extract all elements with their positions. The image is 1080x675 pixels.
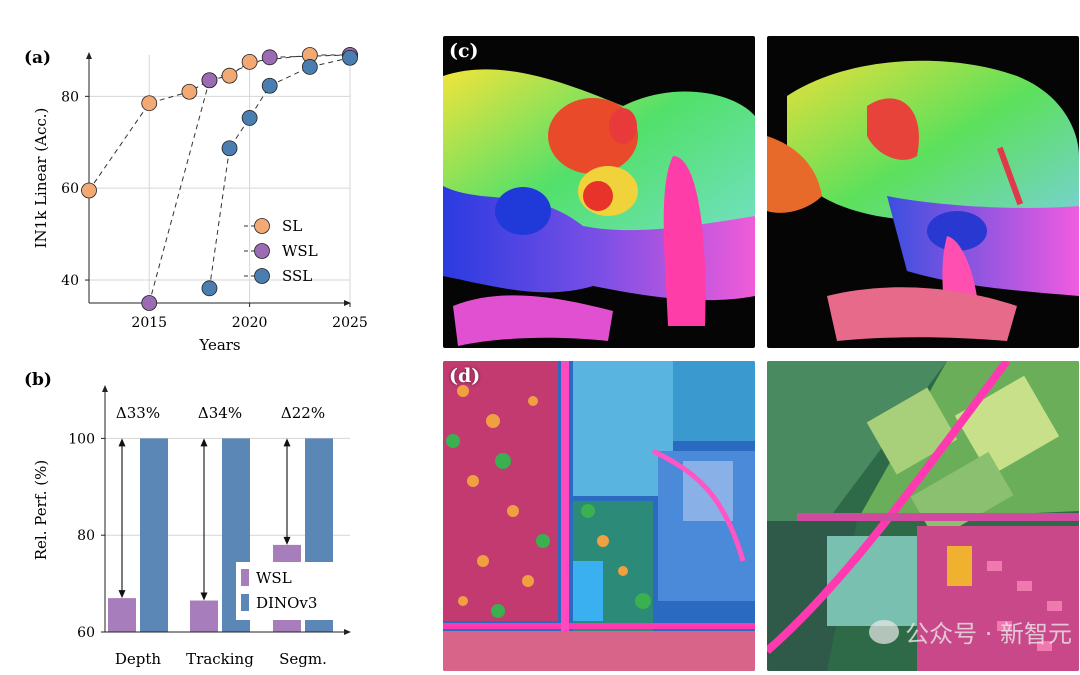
chart-a-point-sl <box>221 67 238 84</box>
panel-label-a: (a) <box>24 48 51 68</box>
chart-a-line-sl <box>88 54 350 191</box>
cat-feature-map-left-art <box>443 36 755 348</box>
chart-b-ticks: 60 80 100 Depth Tracking Segm. <box>68 431 327 668</box>
panel-label-c: (c) <box>449 40 479 62</box>
chart-a-ytick-label: 80 <box>61 89 79 105</box>
chart-b-annotations: Δ33% Δ34% Δ22% <box>116 404 325 601</box>
chart-a-x-axis-arrow <box>344 300 351 306</box>
chart-b-bar-wsl <box>108 598 136 632</box>
chart-b-ytick-label: 60 <box>77 625 95 641</box>
chart-b-category-label: Tracking <box>186 650 254 668</box>
chart-a-legend-label: SSL <box>282 267 312 285</box>
chart-b-legend-label: DINOv3 <box>256 594 317 612</box>
chart-a-line-ssl <box>208 57 351 289</box>
watermark: 公众号 · 新智元 <box>869 614 1072 649</box>
chart-b-delta-arrowhead-bottom <box>118 590 126 599</box>
panel-label-b: (b) <box>24 370 52 390</box>
chart-a-ticks: 2015 2020 2025 40 60 80 <box>61 89 368 331</box>
chart-b-legend-box <box>236 562 336 620</box>
chart-a-point-ssl <box>221 140 238 157</box>
cat-feature-map-left: (c) <box>443 36 755 348</box>
chart-a: (a) 2015 2020 2025 40 60 80 Years IN1k Linear… <box>24 47 368 354</box>
chart-a-ytick-label: 60 <box>61 181 79 197</box>
chart-a-point-sl <box>141 95 158 112</box>
chart-b-axes <box>102 385 351 635</box>
chart-a-legend-marker <box>254 243 270 259</box>
cat-feature-map-right <box>767 36 1079 348</box>
chart-b-category-label: Segm. <box>279 650 327 668</box>
chart-b-category-label: Depth <box>115 650 162 668</box>
chart-b-legend-swatch <box>241 569 249 586</box>
chart-a-point-ssl <box>201 280 218 297</box>
chart-a-lines <box>88 54 351 304</box>
chart-b-delta-arrowhead-top <box>200 438 208 447</box>
watermark-text: 公众号 · 新智元 <box>905 620 1072 648</box>
chart-b-ylabel: Rel. Perf. (%) <box>32 460 50 560</box>
chart-a-xtick-label: 2015 <box>131 315 167 331</box>
chart-a-legend-label: WSL <box>282 242 318 260</box>
chart-b-delta-arrowhead-bottom <box>283 536 291 545</box>
chart-a-points <box>81 47 358 311</box>
chart-b-delta-label: Δ22% <box>281 404 325 422</box>
chart-a-legend-label: SL <box>282 217 302 235</box>
chart-a-point-sl <box>81 182 97 199</box>
chart-a-point-ssl <box>261 77 278 94</box>
chart-b-delta-label: Δ34% <box>198 404 242 422</box>
chart-b-ytick-label: 100 <box>68 431 95 447</box>
chart-b-bar-wsl <box>190 600 218 632</box>
chart-b-delta-label: Δ33% <box>116 404 160 422</box>
chart-b-bar-dinov3 <box>140 438 168 632</box>
chart-b-x-axis-arrow <box>344 629 351 635</box>
chart-a-legend-marker <box>254 218 270 234</box>
chart-a-legend: SL WSL SSL <box>244 217 318 285</box>
chart-a-xlabel: Years <box>198 336 240 354</box>
chart-b-legend: WSL DINOv3 <box>236 562 336 620</box>
chart-a-ytick-label: 40 <box>61 273 79 289</box>
chart-a-point-ssl <box>342 49 358 66</box>
chart-b-legend-label: WSL <box>256 569 292 587</box>
chart-b-delta-arrowhead-top <box>283 438 291 447</box>
chart-a-point-wsl <box>141 295 158 311</box>
chart-a-point-wsl <box>261 49 278 66</box>
chart-a-axes <box>86 52 351 306</box>
chart-b-y-axis-arrow <box>102 385 108 392</box>
charts-svg: (a) 2015 2020 2025 40 60 80 Years IN1k Linear… <box>24 47 368 668</box>
chart-b-delta-arrowhead-bottom <box>200 592 208 601</box>
chart-b-ytick-label: 80 <box>77 528 95 544</box>
panel-label-d: (d) <box>449 365 481 387</box>
chart-a-point-wsl <box>201 72 218 89</box>
chart-a-point-ssl <box>301 59 318 75</box>
chart-a-point-ssl <box>241 110 258 126</box>
cat-feature-map-right-art <box>767 36 1079 348</box>
satellite-feature-map-right-art <box>767 361 1079 671</box>
chart-a-legend-marker <box>254 268 270 284</box>
chart-b: (b) 60 80 100 Depth Tracking Segm. Rel. Perf.… <box>24 370 351 668</box>
chart-a-y-axis-arrow <box>86 52 92 59</box>
chart-b-legend-swatch <box>241 594 249 611</box>
satellite-feature-map-right <box>767 361 1079 671</box>
satellite-feature-map-left-art <box>443 361 755 671</box>
chart-a-ylabel: IN1k Linear (Acc.) <box>32 108 50 249</box>
chart-a-point-sl <box>181 83 198 100</box>
chart-a-xtick-label: 2025 <box>332 315 368 331</box>
chart-a-point-sl <box>241 53 258 70</box>
satellite-feature-map-left: (d) <box>443 361 755 671</box>
chart-a-xtick-label: 2020 <box>232 315 268 331</box>
wechat-icon <box>869 619 900 644</box>
chart-a-grid <box>89 55 351 303</box>
chart-b-delta-arrowhead-top <box>118 438 126 447</box>
